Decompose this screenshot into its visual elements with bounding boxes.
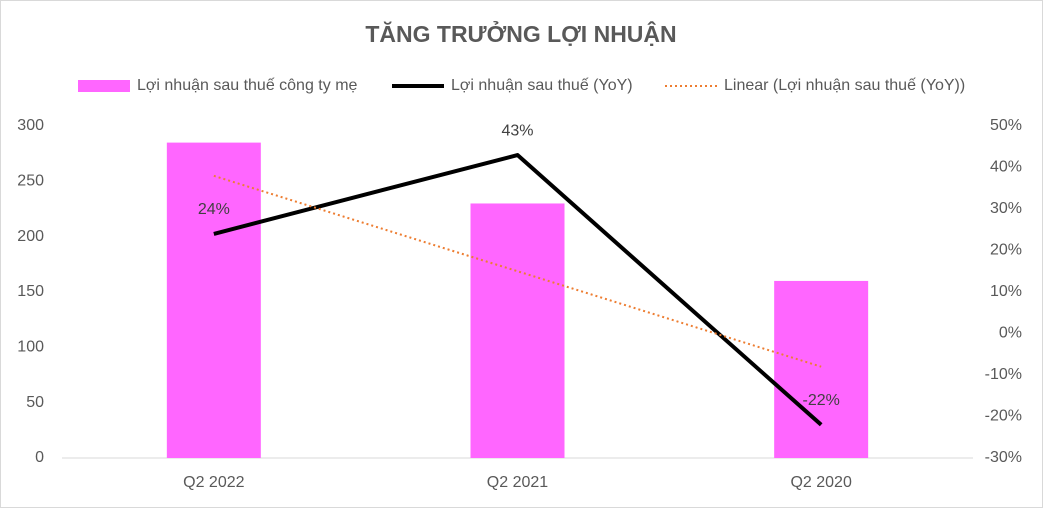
y2-tick-label: 50%	[990, 117, 1022, 134]
y-tick-label: 0	[35, 449, 44, 466]
y2-tick-label: 10%	[990, 283, 1022, 300]
y-tick-label: 300	[17, 117, 44, 134]
y2-tick-label: 40%	[990, 159, 1022, 176]
bar	[166, 142, 261, 458]
legend-label: Linear (Lợi nhuận sau thuế (YoY))	[724, 77, 965, 94]
trend-line	[213, 174, 822, 368]
y-tick-label: 50	[26, 394, 44, 411]
y-tick-label: 250	[17, 173, 44, 190]
legend-label: Lợi nhuận sau thuế (YoY)	[451, 77, 633, 94]
legend-swatch	[78, 80, 130, 92]
legend-label: Lợi nhuận sau thuế công ty mẹ	[137, 77, 358, 94]
y2-tick-label: 30%	[990, 200, 1022, 217]
y-tick-label: 150	[17, 283, 44, 300]
x-tick-label: Q2 2020	[790, 474, 851, 491]
y2-tick-label: -30%	[985, 449, 1022, 466]
x-tick-label: Q2 2021	[487, 474, 548, 491]
data-label: 24%	[198, 201, 230, 218]
x-tick-label: Q2 2022	[183, 474, 244, 491]
data-label: -22%	[802, 392, 839, 409]
chart-title: TĂNG TRƯỞNG LỢI NHUẬN	[365, 19, 676, 47]
y2-tick-label: 0%	[999, 325, 1022, 342]
bar	[774, 280, 869, 458]
y2-tick-label: 20%	[990, 242, 1022, 259]
y-tick-label: 200	[17, 228, 44, 245]
y2-tick-label: -20%	[985, 408, 1022, 425]
y2-tick-label: -10%	[985, 366, 1022, 383]
y-tick-label: 100	[17, 339, 44, 356]
bar	[470, 203, 565, 458]
data-label: 43%	[501, 122, 533, 139]
